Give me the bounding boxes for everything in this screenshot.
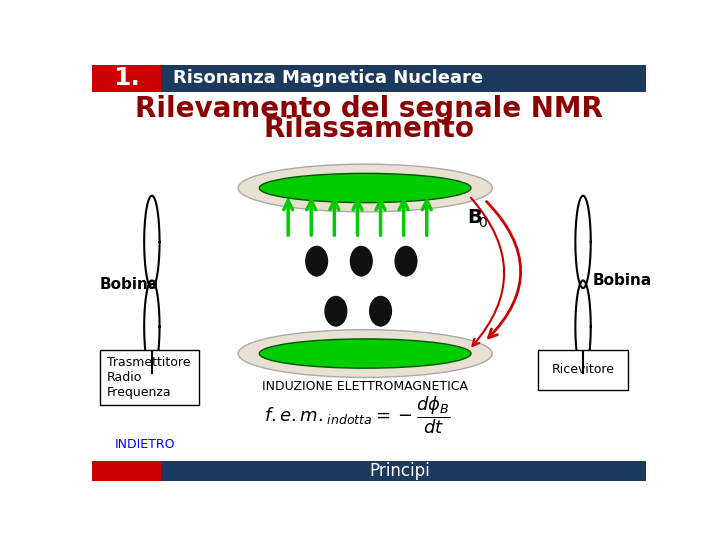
Text: Bobina: Bobina	[593, 273, 652, 288]
Text: Rilevamento del segnale NMR: Rilevamento del segnale NMR	[135, 96, 603, 124]
Ellipse shape	[350, 246, 373, 276]
Text: INDUZIONE ELETTROMAGNETICA: INDUZIONE ELETTROMAGNETICA	[262, 380, 468, 393]
Text: INDIETRO: INDIETRO	[115, 438, 176, 451]
Text: B: B	[467, 208, 482, 227]
Text: Bobina: Bobina	[99, 276, 158, 292]
Text: Principi: Principi	[369, 462, 430, 480]
Ellipse shape	[259, 339, 471, 368]
Ellipse shape	[238, 164, 492, 212]
Text: Trasmettitore
Radio
Frequenza: Trasmettitore Radio Frequenza	[107, 356, 191, 399]
FancyBboxPatch shape	[92, 461, 161, 481]
FancyBboxPatch shape	[92, 65, 647, 92]
Ellipse shape	[238, 330, 492, 377]
FancyBboxPatch shape	[539, 350, 628, 390]
Ellipse shape	[324, 296, 348, 327]
Text: Rilassamento: Rilassamento	[264, 114, 474, 143]
Ellipse shape	[395, 246, 418, 276]
Text: $f.e.m._{indotta} = -\dfrac{d\phi_B}{dt}$: $f.e.m._{indotta} = -\dfrac{d\phi_B}{dt}…	[264, 394, 451, 436]
Ellipse shape	[305, 246, 328, 276]
Text: Risonanza Magnetica Nucleare: Risonanza Magnetica Nucleare	[173, 69, 483, 87]
FancyBboxPatch shape	[99, 350, 199, 405]
Text: 1.: 1.	[113, 66, 140, 90]
Ellipse shape	[259, 173, 471, 202]
FancyBboxPatch shape	[92, 461, 647, 481]
FancyBboxPatch shape	[92, 65, 161, 92]
Text: 0: 0	[478, 215, 487, 230]
Text: Ricevitore: Ricevitore	[552, 363, 615, 376]
Ellipse shape	[369, 296, 392, 327]
